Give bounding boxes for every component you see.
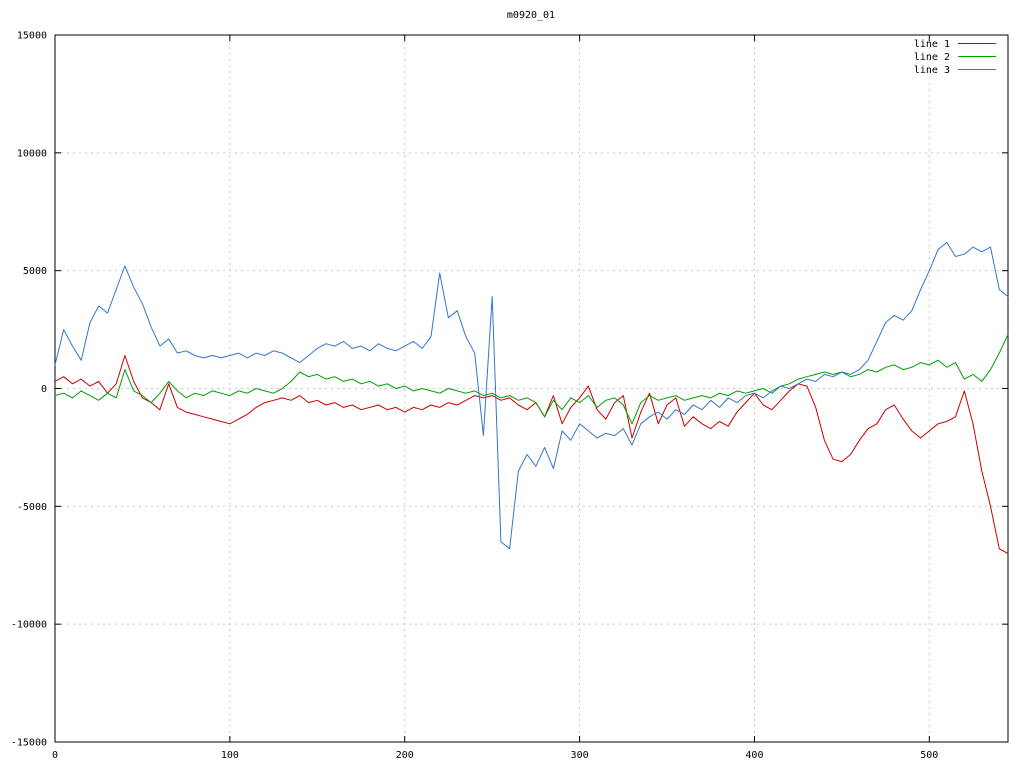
y-tick-label: 10000 (17, 148, 47, 159)
y-tick-label: 15000 (17, 31, 47, 42)
legend-label-3: line 3 (914, 65, 950, 76)
x-tick-label: 300 (571, 750, 589, 761)
chart-title: m0920_01 (507, 10, 555, 21)
y-tick-label: -10000 (11, 620, 47, 631)
x-tick-label: 0 (52, 750, 58, 761)
y-tick-label: -15000 (11, 738, 47, 749)
series-line-3 (54, 241, 1009, 550)
y-tick-label: 0 (41, 384, 47, 395)
legend-label-2: line 2 (914, 52, 950, 63)
y-tick-label: -5000 (17, 502, 47, 513)
x-tick-label: 400 (745, 750, 763, 761)
series-line-1 (54, 355, 1009, 554)
y-tick-label: 5000 (23, 266, 47, 277)
x-tick-label: 100 (221, 750, 239, 761)
x-tick-label: 500 (920, 750, 938, 761)
series-line-2 (54, 333, 1009, 425)
x-tick-label: 200 (396, 750, 414, 761)
legend-label-1: line 1 (914, 39, 950, 50)
